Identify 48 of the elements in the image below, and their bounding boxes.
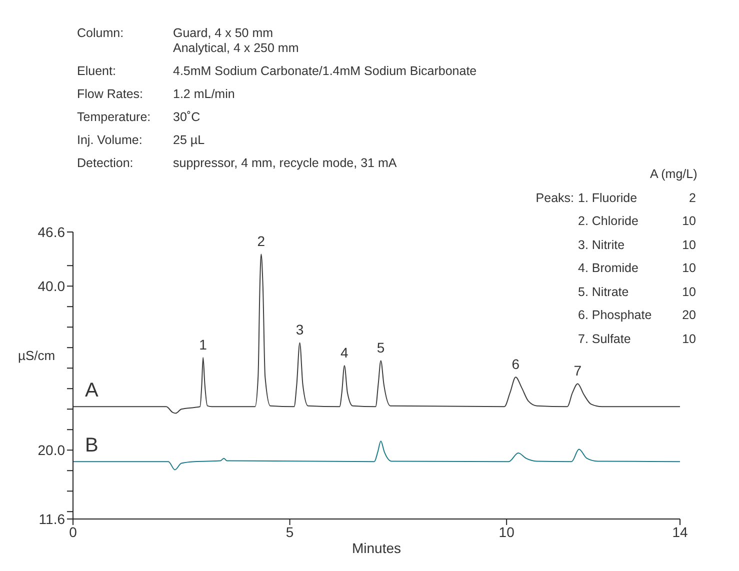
text: Temperature: [77,110,152,125]
text: 1. Fluoride [578,190,638,206]
text: 25 µL [173,133,205,148]
text: 20 [681,307,696,324]
annotation: 3. Nitrite [578,236,626,254]
text: Eluent: [77,64,117,79]
text: Flow Rates: [77,87,144,102]
text: Detection: [77,156,134,171]
text: 2. Chloride [578,213,640,230]
text: A (mg/L) [650,166,698,183]
text: 1.2 mL/min [173,87,235,102]
text: Guard, 4 x 50 mm Analytical, 4 x 250 mm [173,26,299,56]
text: Inj. Volume: [77,133,144,148]
line-series [73,254,680,414]
annotation: 2 [257,233,266,250]
y-tick-label: 11.6 [38,510,66,527]
y-axis-title: µS/cm [18,348,56,363]
annotation: 7 [574,362,582,379]
text: 10 [681,284,696,300]
text: 10 [681,236,696,254]
y-tick-label: 40.0 [38,278,66,294]
text: 2 [688,190,696,206]
annotation: 5 [376,340,385,356]
x-tick-label: 10 [498,524,515,540]
annotation: 5. Nitrate [578,284,630,300]
text: Column: [77,26,125,42]
x-tick-label: 0 [69,524,78,540]
annotation: 7. Sulfate [578,330,632,348]
y-tick-label: 46.6 [38,224,66,240]
text: 4.5mM Sodium Carbonate/1.4mM Sodium Bicarbonate [173,64,477,79]
text: suppressor, 4 mm, recycle mode, 31 mA [173,156,397,171]
text: Peaks: [534,190,575,206]
annotation: 6 [512,356,520,372]
series-label: A [85,380,99,402]
annotation: 4 [340,344,349,361]
text: 30˚C [173,110,200,125]
annotation: 3 [296,322,304,338]
series-label: B [85,434,98,457]
x-tick-label: 14 [672,524,688,540]
x-tick-label: 5 [286,524,294,540]
text: 10 [681,330,696,348]
annotation: 6. Phosphate [578,307,653,324]
text: 10 [681,260,696,277]
annotation: 4. Bromide [578,260,640,277]
x-axis-title: Minutes [350,540,402,556]
annotation: 1 [199,336,208,352]
y-tick-label: 20.0 [38,442,66,458]
text: 10 [681,213,696,230]
